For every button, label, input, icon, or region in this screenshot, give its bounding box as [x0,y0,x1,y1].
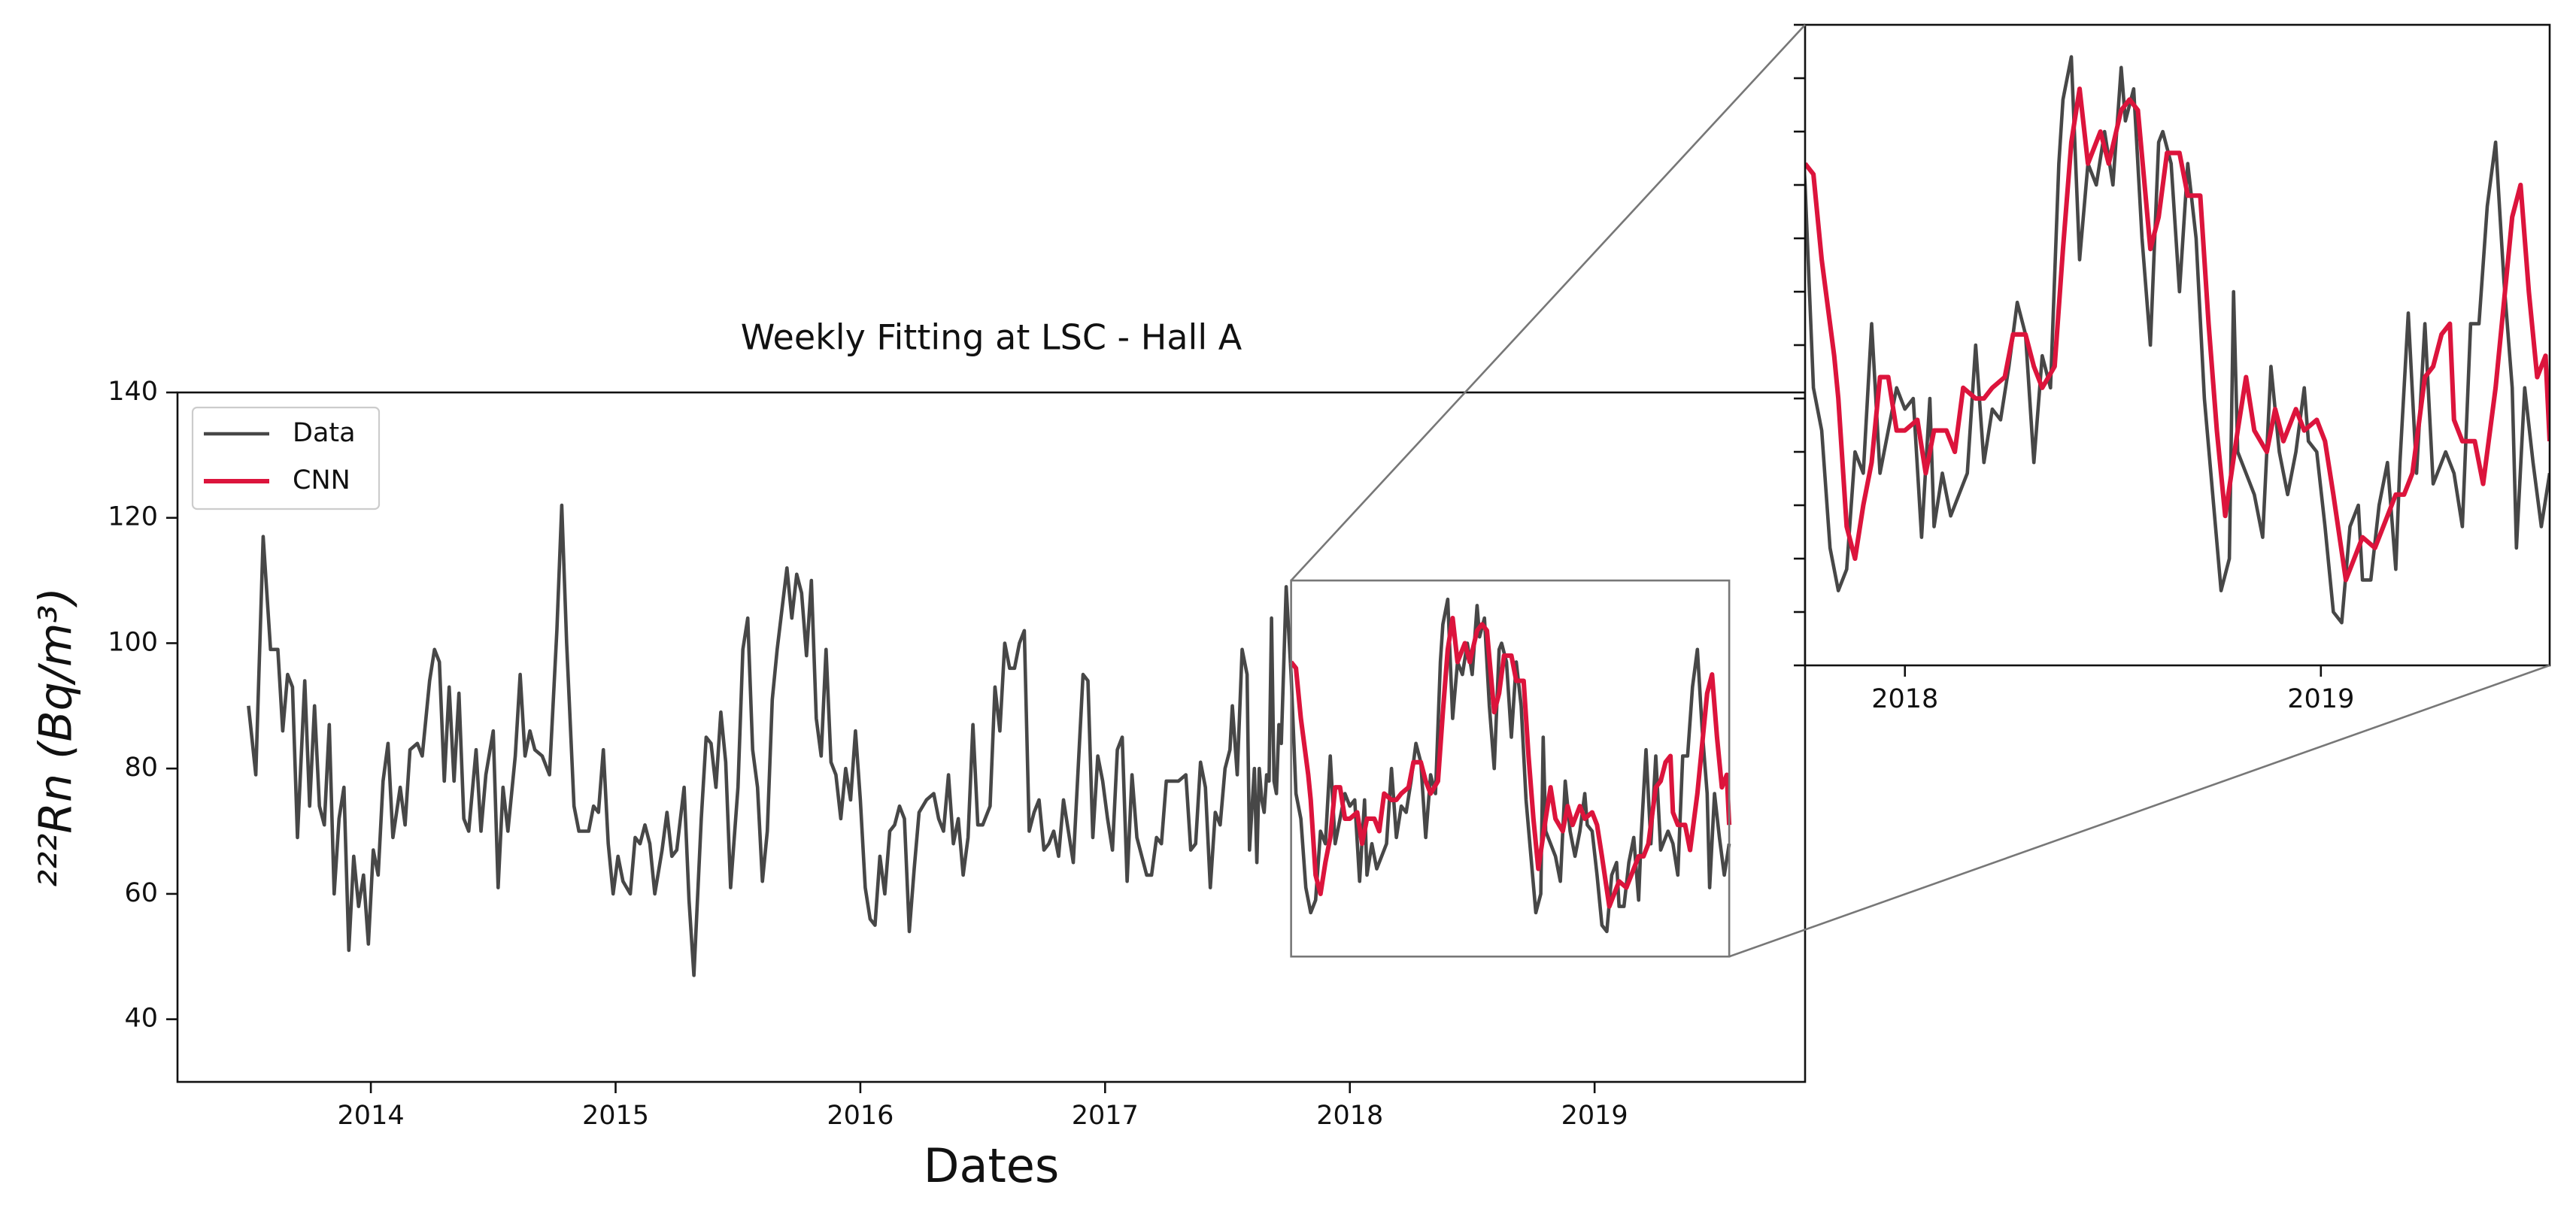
y-axis-title: ²²²Rn (Bq/m³) [30,587,83,888]
y-tick-label: 60 [124,878,158,908]
y-tick-label: 40 [124,1004,158,1034]
y-tick-label: 120 [108,502,158,532]
legend-label: Data [293,418,356,448]
zoom-connector [1290,24,1806,581]
x-tick-label: 2017 [1072,1101,1139,1131]
x-tick-label: 2019 [1561,1101,1628,1131]
x-tick-label: 2016 [827,1101,894,1131]
x-tick-label: 2018 [1316,1101,1383,1131]
y-tick-label: 100 [108,627,158,657]
x-tick-label: 2014 [338,1101,405,1131]
inset-x-tick-label: 2019 [2287,684,2354,714]
series-line [1805,55,2550,625]
zoom-connector [1728,664,2550,958]
chart-title: Weekly Fitting at LSC - Hall A [741,317,1242,358]
x-axis-title: Dates [924,1138,1060,1193]
series-line [247,503,1731,977]
axes-frame [176,391,1807,1083]
y-tick-label: 140 [108,377,158,407]
zoom-box [1290,579,1731,958]
series-line [1289,616,1732,909]
x-tick-label: 2015 [582,1101,649,1131]
legend-label: CNN [293,465,350,495]
inset-x-tick-label: 2018 [1871,684,1938,714]
y-tick-label: 80 [124,753,158,783]
series-line [1805,86,2550,583]
